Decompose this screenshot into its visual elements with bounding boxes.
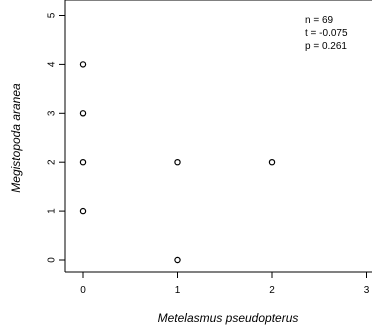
data-point [79, 207, 87, 215]
y-tick-label: 5 [47, 12, 58, 18]
x-tick-label: 2 [269, 285, 275, 296]
data-point [79, 110, 87, 117]
data-point [174, 158, 181, 166]
data-point [79, 158, 87, 166]
x-tick-label: 1 [175, 285, 181, 296]
stat-line: n = 69 [305, 15, 334, 26]
x-tick-label: 3 [364, 285, 370, 296]
data-point [174, 256, 181, 264]
stat-line: p = 0.261 [305, 41, 347, 52]
y-tick-label: 3 [47, 110, 58, 116]
x-axis-title: Metelasmus pseudopterus [158, 311, 299, 325]
data-points [79, 61, 276, 264]
x-axis: 0 1 2 3 [80, 272, 370, 296]
data-point [79, 61, 87, 68]
y-tick-label: 4 [47, 61, 58, 67]
x-tick-label: 0 [80, 285, 86, 296]
y-tick-label: 2 [47, 159, 58, 165]
stats-annotation: n = 69 t = -0.075 p = 0.261 [305, 15, 348, 52]
data-point [268, 158, 276, 166]
y-axis: 0 1 2 3 4 5 [47, 12, 65, 263]
plot-frame [64, 0, 372, 273]
y-tick-label: 1 [47, 208, 58, 214]
y-axis-title: Megistopoda aranea [9, 83, 23, 193]
stat-line: t = -0.075 [305, 28, 348, 39]
y-tick-label: 0 [47, 257, 58, 263]
